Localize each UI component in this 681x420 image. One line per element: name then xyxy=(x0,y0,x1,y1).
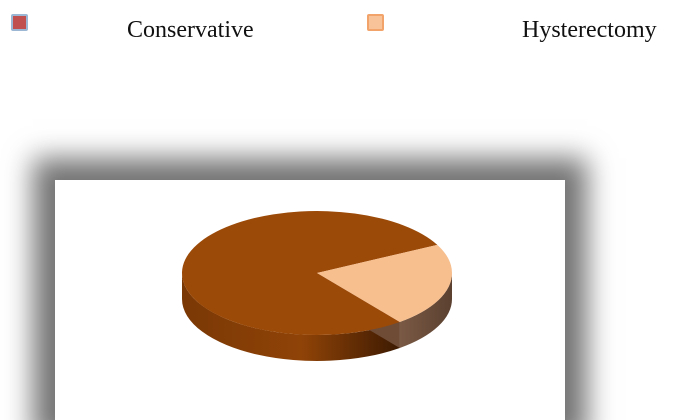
chart-frame xyxy=(55,180,565,420)
pie-chart xyxy=(182,211,453,361)
pie-slice-hysterectomy xyxy=(317,244,453,322)
legend-swatch-conservative xyxy=(11,14,28,31)
pie-slice-conservative xyxy=(182,211,438,335)
legend-label-conservative: Conservative xyxy=(127,17,254,43)
legend-swatch-hysterectomy xyxy=(367,14,384,31)
legend-label-hysterectomy: Hysterectomy xyxy=(522,17,657,43)
pie-side-hysterectomy xyxy=(399,273,452,348)
chart-legend: Conservative Hysterectomy xyxy=(0,0,681,60)
pie-side-conservative xyxy=(182,273,400,361)
